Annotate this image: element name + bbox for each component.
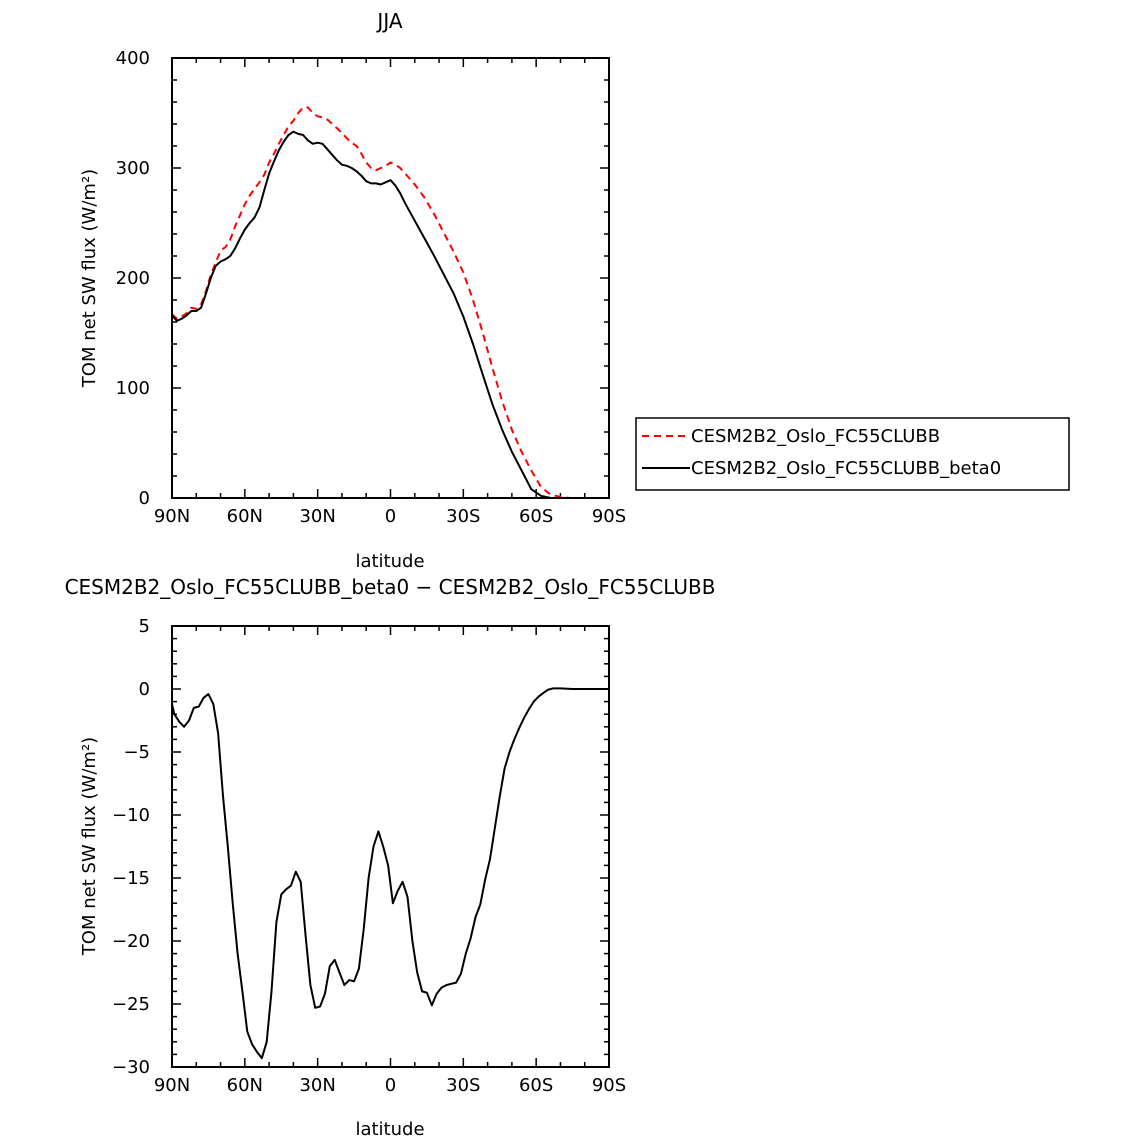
bottom-x-tick-label: 60N: [227, 1075, 263, 1096]
bottom-y-tick-label: −5: [123, 742, 150, 763]
top-y-axis-label: TOM net SW flux (W/m²): [79, 169, 100, 388]
bottom-x-axis-label: latitude: [355, 1119, 424, 1140]
top-ticks: 90N 60N 30N 0 30S 60S 90S 0 100 200 300 400: [116, 48, 627, 527]
top-x-tick-label: 30S: [446, 506, 480, 527]
legend-box: [635, 417, 1070, 491]
bottom-y-tick-label: −20: [112, 931, 150, 952]
bottom-y-axis-label: TOM net SW flux (W/m²): [79, 737, 100, 956]
bottom-y-tick-label: 5: [139, 616, 150, 637]
top-y-tick-label: 300: [116, 158, 150, 179]
top-x-tick-label: 60S: [519, 506, 553, 527]
top-y-tick-label: 400: [116, 48, 150, 69]
bottom-y-tick-label: −10: [112, 805, 150, 826]
top-series-line-2: [171, 130, 609, 499]
bottom-x-tick-label: 0: [385, 1075, 396, 1096]
top-chart: JJA 90N 60N 30N 0 30S 60S 90S 0 100 200 300 400 lat…: [79, 9, 626, 572]
top-x-tick-label: 90S: [592, 506, 626, 527]
bottom-series-line-1: [171, 687, 609, 1060]
bottom-y-tick-label: −15: [112, 868, 150, 889]
legend-entry-2: CESM2B2_Oslo_FC55CLUBB_beta0: [691, 458, 1001, 479]
top-x-tick-label: 30N: [299, 506, 335, 527]
bottom-x-tick-label: 60S: [519, 1075, 553, 1096]
top-plot-frame: [171, 57, 610, 499]
legend-entry-1: CESM2B2_Oslo_FC55CLUBB: [691, 426, 940, 447]
bottom-x-tick-label: 90S: [592, 1075, 626, 1096]
bottom-plot-frame: [171, 625, 610, 1068]
legend: CESM2B2_Oslo_FC55CLUBB CESM2B2_Oslo_FC55…: [635, 417, 1070, 491]
bottom-x-tick-label: 30N: [299, 1075, 335, 1096]
top-x-tick-label: 90N: [154, 506, 190, 527]
top-chart-title: JJA: [375, 9, 402, 33]
bottom-x-tick-label: 30S: [446, 1075, 480, 1096]
bottom-series-lines: [171, 687, 609, 1060]
top-x-axis-label: latitude: [355, 551, 424, 572]
bottom-y-tick-label: 0: [139, 679, 150, 700]
top-y-tick-label: 0: [139, 488, 150, 509]
top-x-tick-label: 60N: [227, 506, 263, 527]
bottom-ticks: 90N 60N 30N 0 30S 60S 90S 5 0 −5 −10 −15 −20 −25 −30: [112, 616, 626, 1096]
bottom-y-tick-label: −30: [112, 1057, 150, 1078]
bottom-x-tick-label: 90N: [154, 1075, 190, 1096]
top-x-tick-label: 0: [385, 506, 396, 527]
top-y-tick-label: 200: [116, 268, 150, 289]
bottom-chart-title: CESM2B2_Oslo_FC55CLUBB_beta0 − CESM2B2_O…: [65, 575, 716, 599]
bottom-chart: CESM2B2_Oslo_FC55CLUBB_beta0 − CESM2B2_O…: [65, 575, 716, 1140]
top-y-tick-label: 100: [116, 378, 150, 399]
top-series-line-1: [171, 106, 609, 499]
bottom-y-tick-label: −25: [112, 994, 150, 1015]
top-series-lines: [171, 106, 609, 499]
